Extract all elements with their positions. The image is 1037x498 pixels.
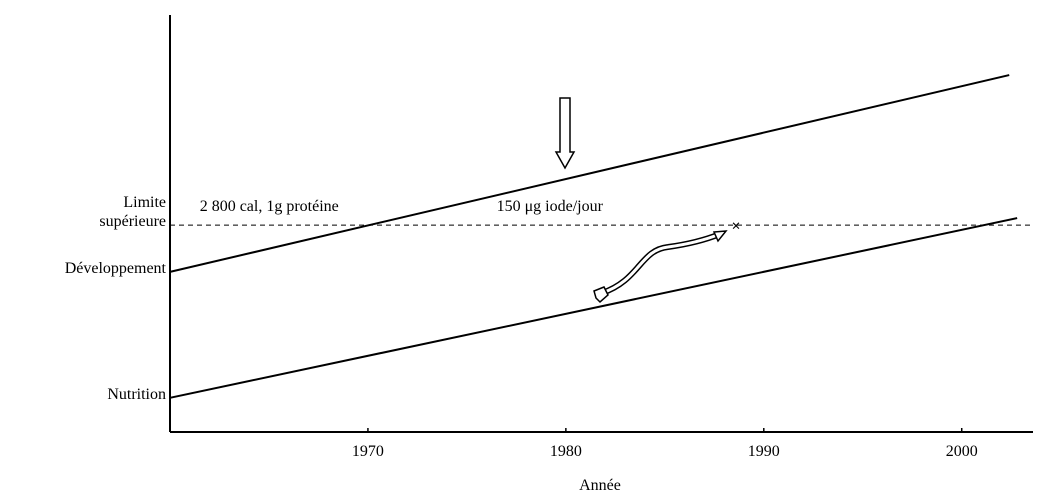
x-axis-label: Année xyxy=(579,477,621,494)
line xyxy=(169,74,1010,273)
x-tick-label: 1970 xyxy=(352,443,384,460)
annotation: 150 μg iode/jour xyxy=(497,198,604,215)
curved-arrow-head xyxy=(712,230,728,243)
curved-arrow-tail xyxy=(593,286,609,304)
x-tick-label: 2000 xyxy=(946,443,978,460)
x-tick-label: 1980 xyxy=(550,443,582,460)
x-tick-label: 1990 xyxy=(748,443,780,460)
y-tick-label: Limite supérieure xyxy=(99,194,166,231)
arrow-down xyxy=(554,97,576,170)
line xyxy=(169,217,1018,399)
y-tick-label: Développement xyxy=(64,259,166,277)
y-tick-label: Nutrition xyxy=(107,385,166,403)
curved-arrow-fill xyxy=(601,232,721,295)
annotation: 2 800 cal, 1g protéine xyxy=(200,198,339,215)
marker: × xyxy=(732,218,741,235)
